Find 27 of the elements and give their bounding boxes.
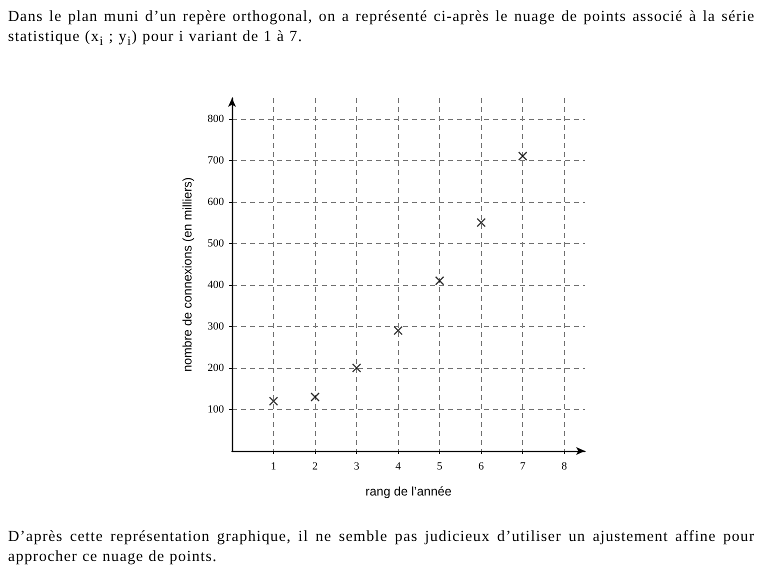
x-tick-label: 7	[520, 460, 526, 472]
point	[268, 396, 278, 406]
y-axis-title: nombre de connexions (en milliers)	[180, 177, 194, 372]
x-tick-label: 1	[270, 460, 276, 472]
chart-title: Dans le plan muni d’un repère orthogonal, on a représenté ci-après le nuage de points associé à la série statistique (x$_{i}$ ; y$_{i}$) pour i variant de 1 à 7.	[8, 7, 755, 50]
x-tick-label: 5	[436, 460, 443, 472]
y-tick-label: 300	[208, 320, 224, 332]
x-tick-label: 2	[312, 460, 318, 472]
point	[393, 326, 403, 336]
x-tick-label: 3	[354, 460, 360, 472]
point	[434, 276, 444, 286]
y-tick-label: 400	[208, 278, 224, 291]
x-tick-label: 6	[478, 460, 484, 472]
x-axis-title: rang de l’année	[365, 484, 452, 498]
y-tick-label: 500	[208, 237, 224, 250]
y-tick-label: 600	[208, 196, 224, 208]
point	[352, 363, 362, 373]
point	[476, 218, 486, 228]
y-tick-label: 100	[208, 403, 224, 416]
x-tick-label: 8	[561, 460, 568, 472]
text: D’après cette représentation graphique, il ne semble pas judicieux d’utiliser un ajustement affine pour approcher ce nuage de points.	[8, 527, 755, 567]
y-tick-label: 800	[208, 112, 224, 125]
point	[518, 151, 528, 161]
y-tick-label: 200	[208, 362, 224, 374]
x-tick-label: 4	[395, 460, 402, 472]
y-tick-label: 700	[208, 154, 224, 166]
point	[310, 392, 320, 402]
